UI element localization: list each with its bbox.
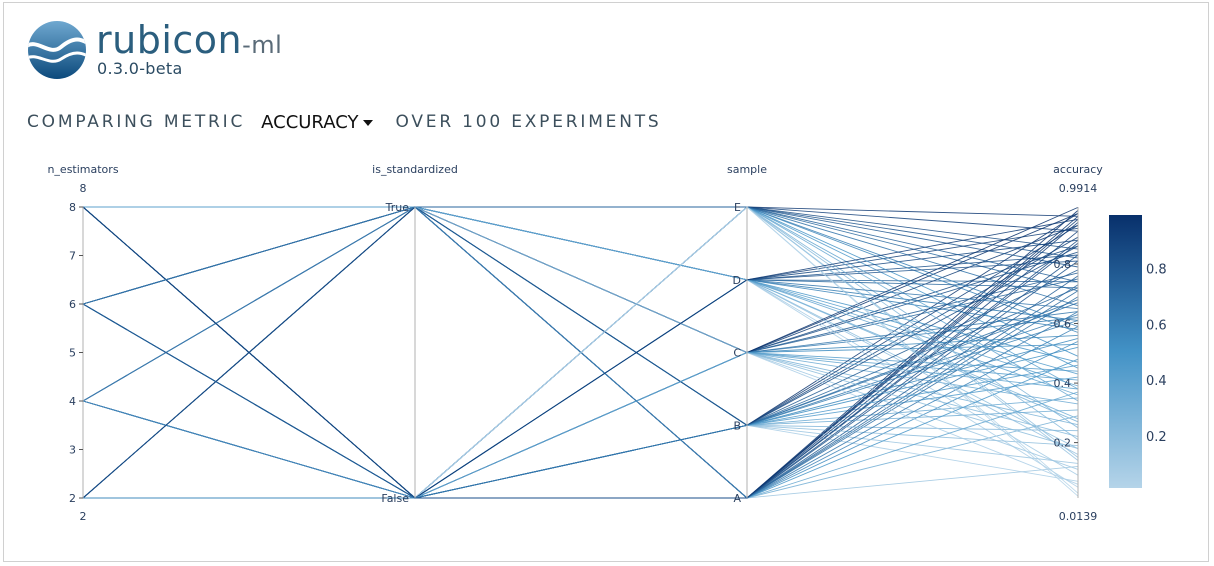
axis-tick-label: 0.2 <box>1054 437 1072 450</box>
metric-dropdown[interactable]: ACCURACY <box>261 111 374 133</box>
colorbar-gradient <box>1109 215 1142 488</box>
axis-tick-label: 0.4 <box>1054 377 1072 390</box>
data-line <box>82 206 1079 402</box>
axis-tick-label: E <box>734 201 741 214</box>
axis-tick-label: 3 <box>69 444 76 457</box>
caret-down-icon <box>363 120 374 126</box>
header-prefix: COMPARING METRIC <box>27 112 246 132</box>
axis-tick-label: 4 <box>69 395 76 408</box>
axis-tick-label: 5 <box>69 347 76 360</box>
data-line <box>82 206 1079 375</box>
rubicon-logo-icon <box>28 21 86 79</box>
comparison-header: COMPARING METRIC ACCURACY OVER 100 EXPER… <box>27 108 662 136</box>
axis-range-min: 2 <box>80 510 87 523</box>
axis-tick-label: 7 <box>69 250 76 263</box>
data-line <box>83 206 1079 283</box>
axis-tick-label: True <box>385 201 410 214</box>
axis-range-max: 8 <box>80 182 87 195</box>
axis-title: accuracy <box>1053 163 1103 176</box>
metric-dropdown-value: ACCURACY <box>261 111 359 133</box>
brand-name: rubicon-ml <box>96 18 282 67</box>
axis-tick-label: 0.8 <box>1054 258 1072 271</box>
axis-tick-label: 2 <box>69 492 76 505</box>
axis-tick-label: 8 <box>69 201 76 214</box>
data-line <box>82 400 1079 499</box>
axis-title: n_estimators <box>47 163 118 176</box>
data-line <box>83 278 1079 499</box>
axis-tick-label: C <box>733 347 741 360</box>
brand-wordmark: rubicon <box>96 18 243 62</box>
data-line <box>82 206 1079 357</box>
colorbar-tick-label: 0.4 <box>1146 374 1167 389</box>
axis-tick-label: False <box>381 492 409 505</box>
data-line <box>82 254 1079 499</box>
data-line <box>82 206 1079 402</box>
data-line <box>83 210 1079 499</box>
axis-tick-label: A <box>733 492 741 505</box>
axis-range-min: 0.0139 <box>1059 510 1098 523</box>
data-line <box>82 206 1079 381</box>
axes: n_estimators 8 22 3 4 5 6 7 8 is_standardized Fals… <box>47 163 1103 523</box>
axis-tick-label: D <box>733 274 741 287</box>
axis-tick-label: 0.6 <box>1054 318 1072 331</box>
axis-tick-label: B <box>733 419 741 432</box>
data-line <box>82 206 1079 499</box>
version-label: 0.3.0-beta <box>97 59 183 78</box>
plot-frame <box>3 2 1209 562</box>
data-line <box>82 206 1079 307</box>
data-lines <box>82 206 1079 499</box>
data-line <box>82 206 1079 402</box>
brand-suffix: -ml <box>242 31 283 59</box>
axis-title: is_standardized <box>372 163 458 176</box>
data-line <box>83 206 1079 232</box>
colorbar: 0.2 0.4 0.6 0.8 <box>1109 215 1167 488</box>
data-line <box>83 206 1079 321</box>
colorbar-tick-label: 0.6 <box>1146 318 1167 333</box>
axis-range-max: 0.9914 <box>1059 182 1098 195</box>
data-line <box>82 206 1079 440</box>
data-line <box>82 206 1079 402</box>
axis-tick-label: 6 <box>69 298 76 311</box>
axis-title: sample <box>727 163 767 176</box>
colorbar-tick-label: 0.8 <box>1146 263 1167 278</box>
colorbar-tick-label: 0.2 <box>1146 430 1167 445</box>
header-suffix: OVER 100 EXPERIMENTS <box>395 112 662 132</box>
